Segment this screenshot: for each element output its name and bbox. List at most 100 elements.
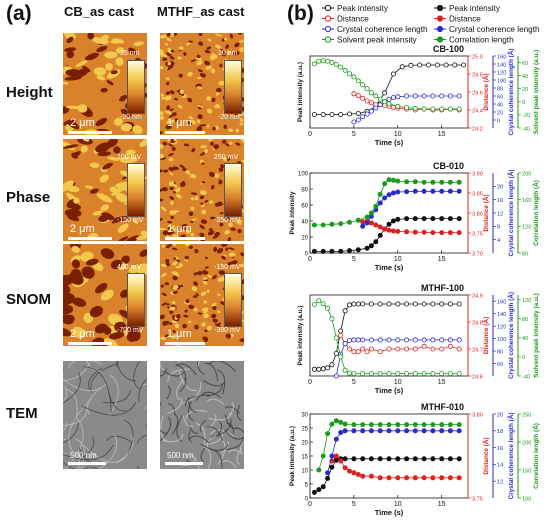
height-image-cb (63, 33, 147, 135)
x-tick-label: 0 (308, 131, 312, 138)
data-point (368, 473, 374, 479)
data-point (377, 102, 383, 108)
y-tick-label: 24.2 (472, 126, 483, 132)
y-tick-label: 25 (301, 426, 308, 432)
data-point (390, 95, 396, 101)
scale-bar-label: 1 μm (167, 223, 192, 235)
data-point (412, 179, 418, 185)
y-axis-label: Distance (Å) (481, 437, 490, 474)
x-tick-label: 10 (394, 379, 402, 386)
data-point (338, 112, 344, 118)
y-tick-label: 200 (522, 440, 531, 446)
data-point (412, 337, 418, 343)
data-point (347, 248, 353, 254)
x-axis-label: Time (s) (375, 263, 404, 272)
colorbar-top-label: 100 mV (117, 154, 142, 161)
data-point (386, 456, 392, 462)
data-point (311, 222, 317, 228)
data-point (430, 230, 436, 236)
data-point (425, 62, 431, 68)
series-line (314, 458, 460, 493)
x-tick-label: 5 (352, 131, 356, 138)
data-point (329, 60, 335, 66)
series-line (327, 430, 460, 473)
data-point (368, 301, 374, 307)
data-point (386, 192, 392, 198)
row-label-tem: TEM (6, 405, 38, 422)
data-point (338, 332, 344, 338)
scale-bar-label: 1 μm (167, 328, 192, 340)
y-tick-label: 4 (497, 238, 500, 244)
data-point (421, 343, 427, 349)
data-point (439, 346, 445, 352)
y-tick-label: 160 (522, 198, 531, 204)
data-point (430, 456, 436, 462)
y-tick-label: 100 (298, 171, 309, 177)
data-point (421, 179, 427, 185)
data-point (333, 373, 339, 379)
data-point (320, 453, 326, 459)
y-tick-label: 0 (497, 118, 500, 124)
data-point (333, 350, 339, 356)
data-point (421, 428, 427, 434)
y-tick-label: 18 (497, 429, 503, 435)
y-tick-label: 3.75 (472, 496, 483, 502)
y-axis-label: Distance (Å) (481, 194, 490, 231)
data-point (430, 346, 436, 352)
scale-bar-label: 2 μm (70, 328, 95, 340)
data-point (355, 117, 361, 123)
data-point (355, 217, 361, 223)
data-point (404, 179, 410, 185)
data-point (447, 337, 453, 343)
y-tick-label: 120 (497, 70, 506, 76)
y-tick-label: 3.90 (472, 171, 483, 177)
data-point (311, 112, 317, 118)
data-point (338, 64, 344, 70)
data-point (329, 362, 335, 368)
data-point (377, 337, 383, 343)
legend-marker (324, 36, 332, 43)
chart-title: MTHF-100 (421, 283, 464, 293)
data-point (439, 106, 445, 112)
data-point (456, 106, 462, 112)
y-axis-label: Peak intensity (a.u.) (297, 305, 304, 365)
y-tick-label: 200 (522, 171, 531, 177)
data-point (311, 301, 317, 307)
y-axis-label: Correlation length (Å) (531, 180, 540, 246)
data-point (351, 74, 357, 80)
data-point (333, 457, 339, 463)
data-point (360, 346, 366, 352)
legend-marker (324, 15, 332, 22)
data-point (311, 489, 317, 495)
data-point (377, 422, 383, 428)
data-point (439, 216, 445, 222)
y-tick-label: 80 (497, 349, 503, 355)
data-point (333, 62, 339, 68)
data-point (320, 222, 326, 228)
data-point (338, 429, 344, 435)
data-point (430, 371, 436, 377)
data-point (390, 190, 396, 196)
data-point (430, 301, 436, 307)
legend-marker (436, 4, 444, 12)
y-tick-label: 24.6 (472, 90, 483, 96)
data-point (447, 216, 453, 222)
data-point (364, 245, 370, 251)
data-point (447, 343, 453, 349)
y-tick-label: 160 (497, 300, 506, 306)
x-tick-label: 5 (352, 379, 356, 386)
data-point (404, 189, 410, 195)
data-point (430, 188, 436, 194)
y-tick-label: 80 (522, 251, 528, 257)
data-point (351, 301, 357, 307)
data-point (404, 422, 410, 428)
y-tick-label: 16 (497, 446, 503, 452)
legend-marker (324, 25, 332, 33)
y-tick-label: 60 (301, 203, 308, 209)
data-point (333, 418, 339, 424)
data-point (382, 181, 388, 187)
scale-bar (165, 462, 203, 465)
x-tick-label: 15 (438, 501, 446, 508)
legend-entry: Crystal coherence length (337, 25, 428, 34)
data-point (390, 228, 396, 234)
